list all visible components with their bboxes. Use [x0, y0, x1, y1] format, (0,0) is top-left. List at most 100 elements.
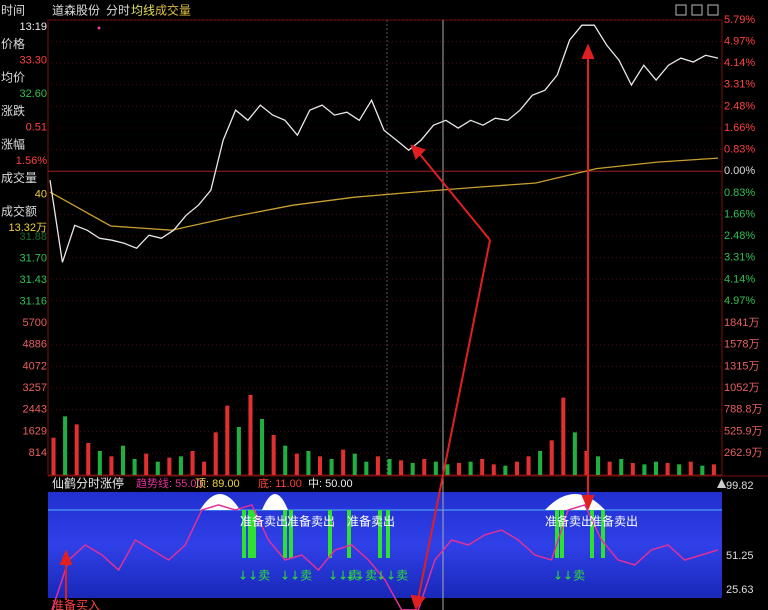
indicator-param: 趋势线: 55.00 — [136, 476, 203, 490]
volume-bar — [572, 432, 577, 475]
volume-bar — [155, 461, 160, 475]
y-tick-label: 1841万 — [724, 317, 759, 329]
y-tick-label: 4886 — [23, 339, 47, 351]
y-tick-label: 3.31% — [724, 252, 755, 264]
volume-bar — [549, 440, 554, 475]
volume-bar — [456, 463, 462, 475]
y-tick-label: 5.79% — [724, 14, 755, 26]
y-tick-label: 1629 — [23, 425, 47, 437]
sell-label: 准备卖出 — [287, 515, 335, 529]
y-tick-label: 31.70 — [19, 252, 47, 264]
volume-bar — [526, 456, 531, 475]
y-tick-label: 31.43 — [19, 274, 47, 286]
volume-bar — [561, 397, 566, 475]
y-tick-label: 4.97% — [724, 295, 755, 307]
volume-bar — [503, 465, 508, 475]
y-tick-label: 25.63 — [726, 584, 754, 596]
volume-bar — [260, 419, 265, 475]
signal-bar — [378, 510, 382, 558]
volume-bar — [653, 461, 659, 475]
volume-bar — [584, 451, 589, 475]
info-value: 40 — [35, 188, 47, 200]
icon[interactable] — [675, 4, 687, 16]
y-tick-label: 51.25 — [726, 550, 754, 562]
volume-bar — [410, 463, 415, 475]
info-label: 时间 — [1, 4, 25, 18]
info-label: 涨幅 — [1, 137, 25, 152]
y-tick-label: 1.66% — [724, 209, 755, 221]
signal-bar — [590, 510, 594, 558]
volume-bar — [213, 432, 218, 475]
tab[interactable]: 成交量 — [155, 3, 191, 18]
y-tick-label: 31.88 — [19, 231, 47, 243]
y-tick-label: 0.00% — [724, 165, 755, 177]
volume-bar — [167, 457, 172, 475]
volume-bar — [352, 453, 357, 475]
signal-bar — [601, 510, 605, 558]
indicator-param: 底: 11.00 — [258, 476, 302, 490]
volume-bar — [144, 453, 149, 475]
volume-bar — [190, 451, 195, 475]
sell-mark: ↓↓卖 — [376, 569, 408, 583]
volume-bar — [225, 405, 230, 475]
volume-bar — [97, 451, 102, 475]
volume-bar — [132, 459, 137, 475]
signal-bar — [283, 510, 287, 558]
volume-bar — [271, 435, 276, 475]
volume-bar — [514, 461, 519, 475]
info-label: 均价 — [1, 71, 25, 85]
volume-bar — [74, 424, 79, 475]
y-tick-label: 1578万 — [724, 339, 759, 351]
info-label: 价格 — [1, 36, 25, 51]
volume-bar — [711, 464, 716, 475]
info-value: 32.60 — [19, 88, 47, 100]
y-tick-label: 1052万 — [724, 382, 759, 394]
icon[interactable]: ▲ — [717, 476, 727, 490]
signal-bar — [248, 510, 252, 558]
y-tick-label: 5700 — [23, 317, 47, 329]
info-label: 成交额 — [1, 204, 37, 219]
indicator-param: 顶: 89.00 — [195, 477, 240, 490]
signal-bar — [328, 510, 332, 558]
sell-mark: ↓↓卖 — [328, 569, 360, 583]
y-tick-label: 814 — [29, 447, 47, 459]
signal-bar — [555, 510, 559, 558]
y-tick-label: 0.83% — [724, 187, 755, 199]
y-tick-label: 4.97% — [724, 36, 755, 48]
volume-bar — [202, 461, 207, 475]
y-tick-label: 0.83% — [724, 144, 755, 156]
y-tick-label: 3257 — [23, 382, 47, 394]
signal-bar — [386, 510, 390, 558]
volume-bar — [283, 445, 288, 475]
volume-bar — [619, 459, 624, 475]
sell-label: 准备卖出 — [347, 515, 395, 529]
y-tick-label: 4.14% — [724, 57, 755, 69]
sell-mark: ↓↓卖 — [238, 569, 270, 583]
volume-bar — [665, 463, 670, 475]
y-tick-label: 1.66% — [724, 122, 755, 134]
icon[interactable] — [691, 4, 703, 16]
stock-name[interactable]: 道森股份 — [52, 3, 100, 18]
volume-bar — [364, 461, 369, 475]
info-value: 0.51 — [26, 121, 47, 133]
y-tick-label: 31.16 — [19, 295, 47, 307]
icon[interactable] — [707, 4, 719, 16]
volume-bar — [178, 456, 183, 475]
volume-bar — [642, 464, 647, 475]
info-value: 1.56% — [16, 155, 47, 167]
volume-bar — [480, 459, 485, 475]
signal-bar — [560, 510, 564, 558]
indicator-name: 仙鹤分时涨停 — [52, 476, 124, 491]
sell-label: 准备卖出 — [240, 515, 288, 529]
volume-bar — [63, 416, 68, 475]
tab[interactable]: 分时 — [106, 4, 130, 18]
info-value: 13.32万 — [8, 222, 47, 234]
volume-bar — [294, 453, 299, 475]
tab[interactable]: 均线 — [131, 4, 155, 18]
buy-label: 准备买入 — [52, 599, 100, 610]
volume-bar — [120, 445, 126, 475]
info-value: 33.30 — [19, 54, 47, 66]
annotations — [59, 43, 595, 610]
volume-bar — [688, 461, 693, 475]
